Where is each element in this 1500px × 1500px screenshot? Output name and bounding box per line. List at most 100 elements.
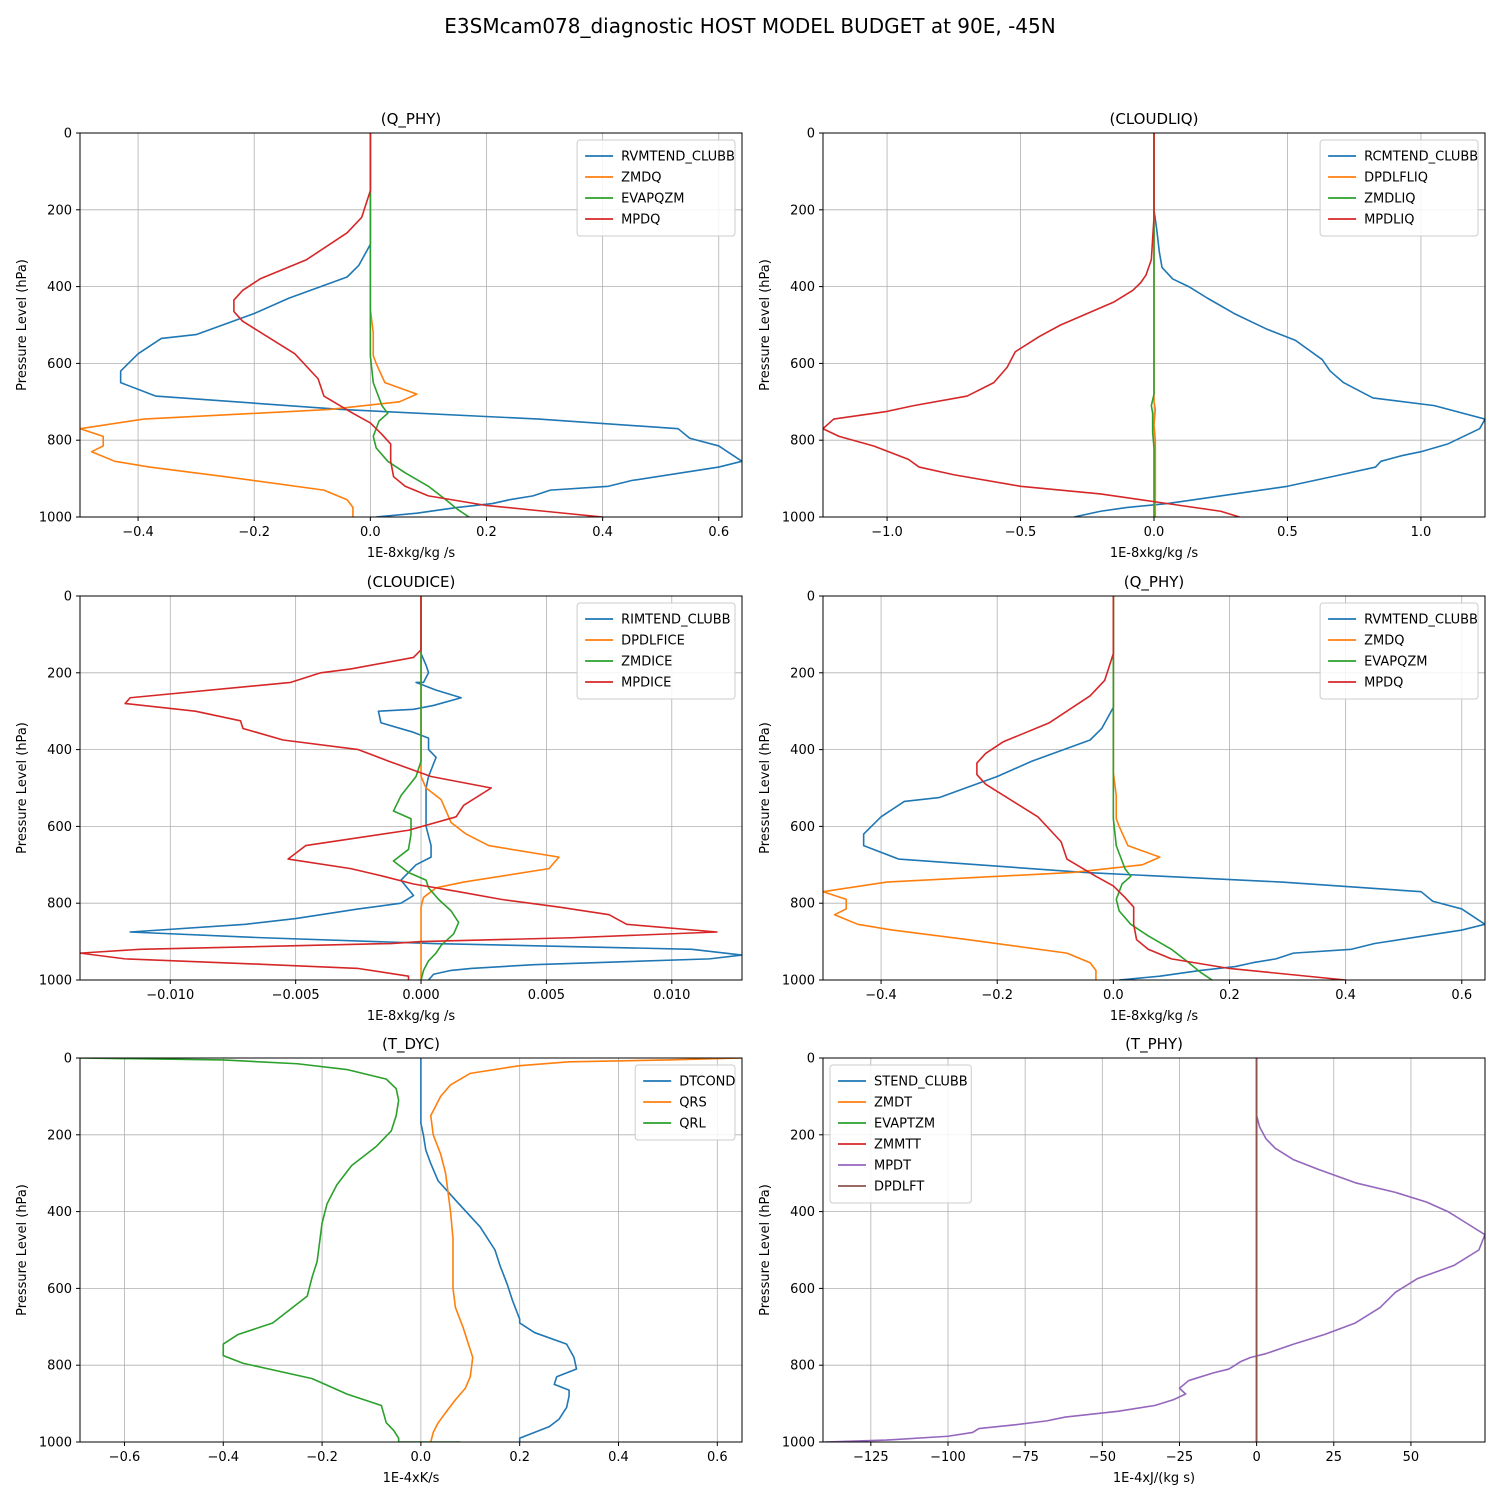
series-line-mpdice — [80, 596, 718, 980]
y-tick-label: 400 — [790, 280, 815, 295]
legend: STEND_CLUBB ZMDT EVAPTZM ZMMTT MPDT DPDLFT — [829, 1064, 972, 1204]
x-tick-label: 0.000 — [402, 988, 439, 1003]
series-line-rimtend_clubb — [129, 596, 742, 980]
y-tick-label: 400 — [47, 743, 72, 758]
x-tick-label: −0.2 — [306, 1450, 338, 1465]
x-tick-label: −0.4 — [207, 1450, 239, 1465]
legend-entry: MPDQ — [1364, 676, 1403, 691]
y-tick-label: 400 — [47, 1205, 72, 1220]
x-tick-label: −0.5 — [1005, 525, 1037, 540]
panel-title: (T_DYC) — [382, 1035, 440, 1054]
series-line-qrl — [80, 1058, 461, 1442]
legend: RVMTEND_CLUBB ZMDQ EVAPQZM MPDQ — [576, 139, 736, 237]
y-tick-label: 200 — [47, 203, 72, 218]
series-group — [80, 1058, 742, 1442]
x-axis-label: 1E-8xkg/kg /s — [1110, 546, 1199, 561]
x-tick-label: −0.005 — [272, 988, 320, 1003]
legend-entry: QRS — [679, 1096, 707, 1111]
x-tick-label: 0.2 — [476, 525, 497, 540]
y-tick-label: 1000 — [39, 974, 72, 989]
series-line-mpdliq — [823, 133, 1240, 517]
series-group — [823, 133, 1485, 517]
legend-entry: DPDLFICE — [621, 634, 685, 649]
series-line-mpdt — [824, 1058, 1485, 1442]
x-tick-label: 0.6 — [1451, 988, 1472, 1003]
series-group — [824, 1058, 1485, 1442]
figure-title: E3SMcam078_diagnostic HOST MODEL BUDGET … — [444, 14, 1056, 38]
y-tick-label: 600 — [790, 357, 815, 372]
y-tick-label: 1000 — [39, 1436, 72, 1451]
y-tick-label: 0 — [64, 127, 72, 142]
series-line-zmdliq — [1150, 133, 1155, 517]
y-tick-label: 0 — [807, 127, 815, 142]
y-tick-label: 200 — [47, 666, 72, 681]
x-axis-label: 1E-8xkg/kg /s — [367, 1009, 456, 1024]
y-tick-label: 800 — [47, 1359, 72, 1374]
y-tick-label: 0 — [807, 590, 815, 605]
chart-panel-5: −0.6 −0.4 −0.2 0.0 0.2 0.4 0.6 0 200 400 600 800 100… — [15, 1035, 743, 1486]
x-tick-label: 0.4 — [1335, 988, 1356, 1003]
legend-entry: ZMMTT — [874, 1138, 921, 1153]
x-tick-label: 0.0 — [411, 1450, 432, 1465]
y-tick-label: 600 — [47, 357, 72, 372]
y-tick-label: 800 — [790, 1359, 815, 1374]
legend-entry: RCMTEND_CLUBB — [1364, 150, 1478, 165]
y-axis-label: Pressure Level (hPa) — [15, 259, 30, 391]
legend-entry: STEND_CLUBB — [874, 1075, 968, 1090]
y-tick-label: 600 — [47, 820, 72, 835]
x-tick-label: 0.0 — [360, 525, 381, 540]
x-axis-label: 1E-8xkg/kg /s — [367, 546, 456, 561]
series-group — [80, 133, 742, 517]
legend-entry: EVAPQZM — [621, 192, 684, 207]
y-tick-label: 400 — [790, 1205, 815, 1220]
legend-box — [576, 139, 736, 237]
series-line-qrs — [429, 1058, 742, 1442]
x-tick-label: −1.0 — [871, 525, 903, 540]
series-line-zmdice — [392, 596, 460, 980]
legend-entry: DPDLFLIQ — [1364, 171, 1428, 186]
series-line-evapqzm — [1112, 596, 1213, 980]
x-tick-label: −75 — [1011, 1450, 1038, 1465]
legend-entry: DPDLFT — [874, 1180, 924, 1195]
y-tick-label: 0 — [64, 1052, 72, 1067]
panel-title: (CLOUDLIQ) — [1110, 110, 1199, 128]
x-tick-label: 0.2 — [509, 1450, 530, 1465]
axes-frame — [79, 132, 743, 518]
series-line-rcmtend_clubb — [1073, 133, 1485, 517]
x-tick-label: −0.2 — [981, 988, 1013, 1003]
y-tick-label: 600 — [790, 1282, 815, 1297]
axes-frame — [79, 595, 743, 981]
legend-entry: ZMDICE — [621, 655, 672, 670]
series-line-rvmtend_clubb — [862, 596, 1485, 980]
y-tick-label: 1000 — [782, 511, 815, 526]
y-tick-label: 1000 — [39, 511, 72, 526]
chart-panel-2: −1.0 −0.5 0.0 0.5 1.0 0 200 400 600 800 1000 1E-8xk… — [758, 110, 1486, 561]
x-tick-label: 0.6 — [707, 1450, 728, 1465]
panel-title: (CLOUDICE) — [367, 573, 456, 591]
y-tick-label: 800 — [47, 434, 72, 449]
panel-title: (Q_PHY) — [381, 110, 442, 129]
y-tick-label: 400 — [790, 743, 815, 758]
x-tick-label: 0.0 — [1144, 525, 1165, 540]
legend-entry: RVMTEND_CLUBB — [1364, 613, 1478, 628]
x-tick-label: −0.4 — [122, 525, 154, 540]
y-axis-label: Pressure Level (hPa) — [758, 259, 773, 391]
x-tick-label: 0 — [1252, 1450, 1260, 1465]
legend: RVMTEND_CLUBB ZMDQ EVAPQZM MPDQ — [1319, 602, 1479, 700]
legend-entry: MPDQ — [621, 213, 660, 228]
series-line-evapqzm — [369, 133, 470, 517]
axes-frame — [822, 1057, 1486, 1443]
x-axis-label: 1E-4xK/s — [383, 1471, 440, 1486]
y-tick-label: 200 — [790, 203, 815, 218]
series-line-dpdlfice — [420, 596, 560, 980]
y-axis-label: Pressure Level (hPa) — [758, 722, 773, 854]
y-tick-label: 400 — [47, 280, 72, 295]
legend: RIMTEND_CLUBB DPDLFICE ZMDICE MPDICE — [576, 602, 736, 700]
legend-entry: EVAPTZM — [874, 1117, 935, 1132]
legend-entry: ZMDQ — [621, 171, 661, 186]
y-tick-label: 600 — [47, 1282, 72, 1297]
y-tick-label: 200 — [790, 1128, 815, 1143]
series-group — [80, 596, 742, 980]
legend-entry: RIMTEND_CLUBB — [621, 613, 731, 628]
